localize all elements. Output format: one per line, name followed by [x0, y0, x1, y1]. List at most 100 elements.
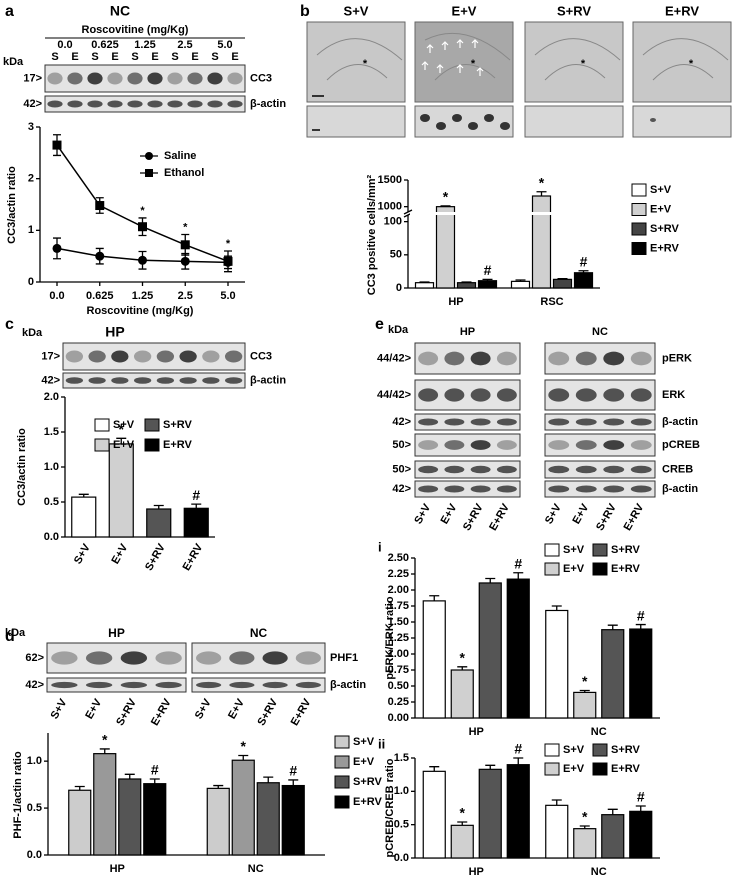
blot-band — [207, 72, 223, 85]
blot-band — [147, 72, 163, 85]
y-tick-label: 0 — [28, 276, 34, 288]
y-tick-label: 1.5 — [394, 752, 409, 764]
image-marker: * — [471, 58, 476, 70]
zoom-image — [524, 105, 624, 138]
legend-label: E+V — [563, 563, 585, 575]
bar — [450, 669, 474, 719]
bar — [506, 578, 530, 719]
blot-band — [207, 100, 223, 108]
panel-letter: a — [5, 3, 14, 20]
point — [52, 243, 62, 253]
lane-label: S+RV — [114, 696, 139, 728]
blot-band — [224, 377, 243, 384]
blot-band — [229, 681, 255, 689]
image-marker: * — [581, 58, 586, 70]
legend-swatch — [334, 755, 350, 769]
lane-label: E+RV — [149, 696, 174, 728]
lane-label: E — [111, 51, 118, 63]
x-tick-label: S+RV — [143, 541, 168, 573]
blot-band — [444, 440, 465, 450]
x-tick-label: HP — [110, 863, 125, 875]
lane-label: E+RV — [487, 501, 512, 533]
blot-band — [167, 72, 183, 85]
legend-label: S+V — [650, 184, 672, 196]
error-bar — [288, 779, 299, 786]
error-bar — [485, 577, 496, 583]
y-tick-label: 3 — [28, 121, 34, 133]
lane-label: E+V — [83, 696, 104, 721]
annotation: * — [226, 238, 231, 250]
bar — [477, 280, 498, 289]
lane-label: S+RV — [594, 501, 619, 533]
error-bar — [635, 805, 646, 812]
protein-label: PHF1 — [330, 652, 358, 664]
zoom-image — [632, 105, 732, 138]
point — [95, 251, 105, 261]
blot-band — [548, 351, 570, 366]
legend-swatch — [544, 543, 560, 557]
legend-label: S+V — [353, 736, 375, 748]
legend-swatch — [631, 183, 647, 197]
blot-band — [195, 681, 222, 689]
annotation: # — [580, 253, 588, 269]
dose: 2.5 — [177, 39, 192, 51]
arrow — [456, 64, 464, 73]
error-bar — [99, 748, 110, 754]
blot-band — [111, 350, 129, 363]
legend-label: E+V — [650, 203, 672, 215]
error-bar — [263, 776, 274, 783]
image-label: E+V — [452, 3, 477, 18]
y-tick-label: 2.50 — [388, 552, 409, 564]
blot-band — [470, 440, 491, 450]
y-tick-label: 0.0 — [27, 849, 42, 861]
size-marker: 42> — [392, 416, 411, 428]
blot-band — [603, 440, 625, 450]
y-tick-label: 50 — [390, 249, 402, 261]
bar — [573, 828, 597, 859]
legend-swatch — [144, 418, 160, 432]
zoom-image — [306, 105, 406, 138]
annotation: * — [460, 805, 466, 821]
y-tick-label: 2.0 — [44, 391, 59, 403]
bar — [414, 282, 435, 289]
blot-band — [496, 465, 517, 474]
protein-label: CC3 — [250, 350, 272, 362]
error-bar — [153, 504, 164, 509]
size-marker: 42> — [392, 483, 411, 495]
bar — [281, 784, 305, 856]
series-line — [56, 144, 229, 263]
error-bar — [457, 666, 468, 670]
blot-band — [496, 418, 517, 426]
size-marker: 44/42> — [377, 389, 411, 401]
tissue-contour — [424, 32, 511, 81]
x-tick-label: E+RV — [181, 541, 206, 573]
error-bar — [482, 278, 493, 281]
group-label: NC — [250, 626, 268, 640]
blot-band — [187, 72, 203, 85]
bar — [118, 778, 142, 856]
arrow — [441, 41, 449, 50]
annotation: # — [637, 789, 645, 805]
y-axis-label: pCREB/CREB ratio — [384, 758, 396, 857]
error-bar — [116, 437, 127, 444]
group-label: NC — [592, 326, 608, 338]
bar — [422, 770, 446, 859]
annotation: * — [582, 673, 588, 689]
blot — [191, 642, 326, 674]
bar — [531, 195, 552, 289]
bar — [143, 783, 167, 856]
bar — [545, 609, 569, 719]
blot — [44, 95, 246, 113]
point — [180, 240, 190, 250]
blot-band — [107, 72, 123, 85]
blot-band — [630, 388, 652, 402]
y-tick-label: 1.0 — [44, 461, 59, 473]
blot-band — [603, 418, 625, 426]
blot-band — [575, 440, 597, 450]
blot-band — [155, 681, 182, 689]
kda: kDa — [3, 56, 24, 68]
protein-label: β-actin — [662, 416, 698, 428]
y-tick-label: 0.0 — [44, 531, 59, 543]
panel-letter: c — [5, 316, 14, 333]
